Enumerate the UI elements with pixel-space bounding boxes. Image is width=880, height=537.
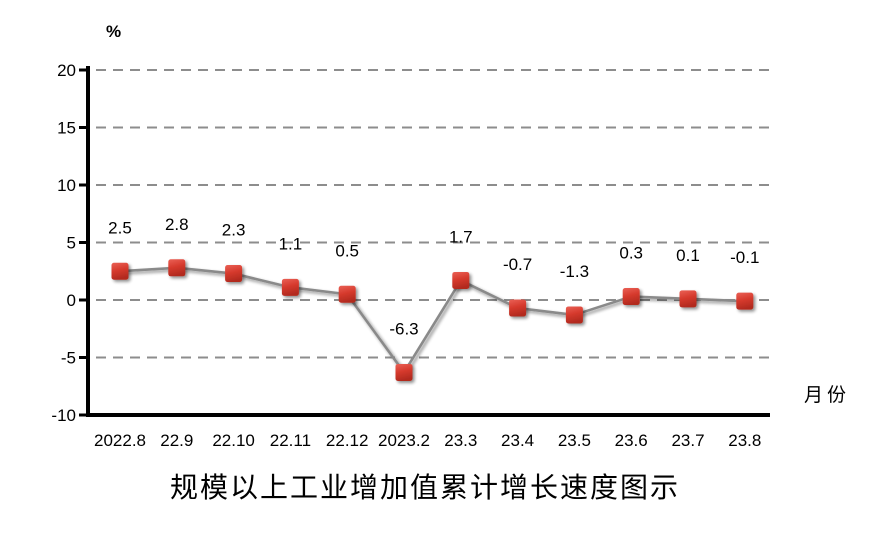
data-point-label: 2.8: [165, 215, 189, 234]
data-point-marker: [452, 271, 470, 289]
x-tick-label: 22.9: [160, 431, 193, 450]
data-point-label: -0.1: [730, 248, 759, 267]
x-axis-title: 月份: [804, 385, 851, 406]
data-point-label: 1.7: [449, 227, 473, 246]
y-tick-label: 10: [57, 176, 76, 195]
data-series: [111, 259, 754, 381]
x-tick-label: 23.6: [615, 431, 648, 450]
data-point-label: 0.1: [676, 246, 700, 265]
y-tick-label: -10: [51, 406, 76, 425]
data-point-label: 0.5: [335, 241, 359, 260]
x-tick-label: 23.5: [558, 431, 591, 450]
data-point-marker: [736, 292, 754, 310]
gridlines: [96, 69, 772, 359]
x-tick-label: 23.7: [671, 431, 704, 450]
x-tick-label: 23.8: [728, 431, 761, 450]
data-point-label: 1.1: [279, 234, 303, 253]
axes: [79, 66, 770, 417]
data-point-label: -6.3: [389, 319, 418, 338]
series-line: [118, 266, 747, 374]
data-point-label: 2.3: [222, 221, 246, 240]
data-point-marker: [509, 299, 527, 317]
data-point-marker: [338, 285, 356, 303]
y-tick-label: 5: [67, 234, 76, 253]
x-tick-label: 22.12: [326, 431, 369, 450]
data-point-marker: [225, 265, 243, 283]
data-point-marker: [565, 306, 583, 324]
data-point-marker: [281, 278, 299, 296]
chart-title: 规模以上工业增加值累计增长速度图示: [169, 473, 680, 504]
x-tick-label: 23.3: [444, 431, 477, 450]
x-tick-label: 22.11: [270, 431, 311, 450]
y-tick-label: 20: [57, 61, 76, 80]
data-point-marker: [622, 288, 640, 306]
y-tick-label: 15: [57, 119, 76, 138]
data-point-label: 0.3: [619, 244, 643, 263]
data-point-marker: [168, 259, 186, 277]
x-tick-label: 2022.8: [94, 431, 146, 450]
data-point-marker: [395, 363, 413, 381]
data-point-marker: [679, 290, 697, 308]
y-axis-unit-label: %: [106, 22, 122, 41]
x-tick-label: 23.4: [501, 431, 534, 450]
data-point-label: 2.5: [108, 218, 132, 237]
x-tick-label: 2023.2: [378, 431, 430, 450]
axis-and-data-labels: 20 15 10 5 0 -5 -10 2022.8 22.9 22.10 22.11 22.12 20…: [51, 61, 761, 450]
data-point-label: -0.7: [503, 255, 532, 274]
y-tick-label: -5: [61, 349, 76, 368]
y-tick-label: 0: [67, 291, 76, 310]
x-tick-label: 22.10: [212, 431, 255, 450]
data-point-marker: [111, 262, 129, 280]
data-point-label: -1.3: [560, 262, 589, 281]
